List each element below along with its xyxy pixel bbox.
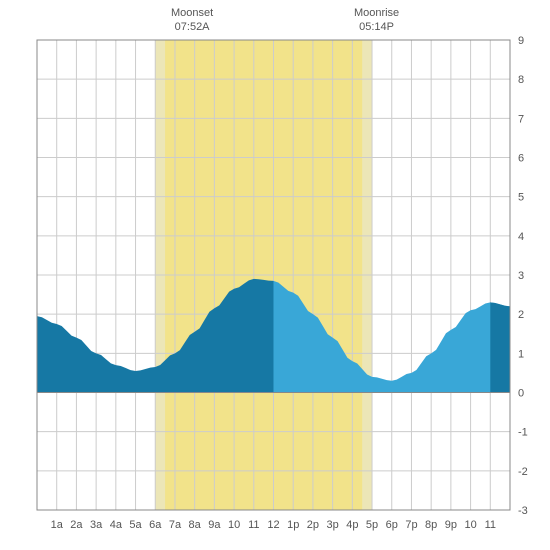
moonrise-time: 05:14P [359,21,394,33]
y-tick-label: 7 [518,113,524,125]
x-tick-label: 6p [386,519,398,531]
x-tick-label: 9p [445,519,457,531]
x-tick-label: 8p [425,519,437,531]
x-tick-label: 10 [228,519,240,531]
x-tick-label: 4p [346,519,358,531]
x-tick-label: 3p [327,519,339,531]
y-tick-label: 8 [518,74,524,86]
x-tick-label: 4a [110,519,123,531]
y-tick-label: 9 [518,35,524,47]
x-tick-label: 9a [208,519,221,531]
moonset-time: 07:52A [175,21,211,33]
x-tick-label: 5a [129,519,142,531]
moonset-title: Moonset [171,7,213,19]
x-tick-label: 7p [405,519,417,531]
x-tick-label: 3a [90,519,103,531]
tide-chart: -3-2-101234567891a2a3a4a5a6a7a8a9a101112… [0,0,550,550]
y-tick-label: 6 [518,153,524,165]
y-tick-label: 2 [518,309,524,321]
chart-svg: -3-2-101234567891a2a3a4a5a6a7a8a9a101112… [0,0,550,550]
y-tick-label: 3 [518,270,524,282]
y-tick-label: -2 [518,466,528,478]
x-tick-label: 11 [248,519,259,531]
x-tick-label: 5p [366,519,378,531]
moonrise-title: Moonrise [354,7,399,19]
y-tick-label: -1 [518,427,528,439]
y-tick-label: 1 [518,348,524,360]
y-tick-label: 0 [518,388,524,400]
x-tick-label: 1p [287,519,299,531]
y-tick-label: 5 [518,192,524,204]
x-tick-label: 1a [51,519,64,531]
x-tick-label: 6a [149,519,162,531]
x-tick-label: 7a [169,519,182,531]
x-tick-label: 2p [307,519,319,531]
x-tick-label: 8a [189,519,202,531]
x-tick-label: 2a [70,519,83,531]
x-tick-label: 10 [464,519,476,531]
y-tick-label: 4 [518,231,524,243]
y-tick-label: -3 [518,505,528,517]
x-tick-label: 12 [267,519,279,531]
x-axis-labels: 1a 2a 3a 4a 5a 6a 7a 8a 9a 10 11 12 1p 2p 3p 4p 5p 6p 7p 8p… [51,519,496,531]
x-tick-label: 11 [485,519,496,531]
